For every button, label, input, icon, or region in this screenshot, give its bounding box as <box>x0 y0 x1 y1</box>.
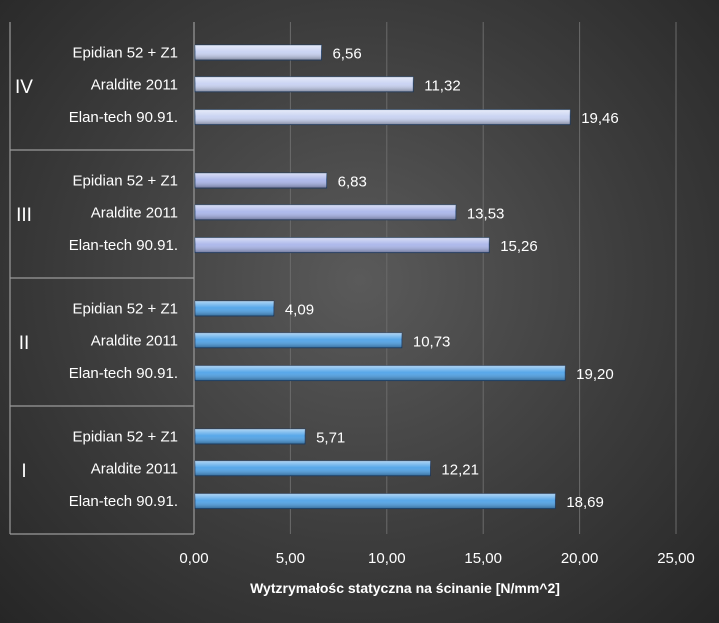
x-tick-labels: 0,00 5,00 10,00 15,00 20,00 25,00 <box>179 550 694 567</box>
bar-highlight <box>195 365 566 381</box>
gridlines <box>289 22 677 534</box>
x-tick-label: 20,00 <box>561 550 599 567</box>
group-label: II <box>19 333 30 354</box>
group-label: IV <box>15 77 33 98</box>
data-label: 10,73 <box>413 333 451 350</box>
category-label: Araldite 2011 <box>91 204 178 221</box>
data-label: 11,32 <box>424 77 460 94</box>
category-label: Epidian 52 + Z1 <box>73 301 179 318</box>
data-label: 5,71 <box>316 430 345 447</box>
labels: IV Epidian 52 + Z1 6,56 Araldite 2011 11,32 E… <box>15 45 619 512</box>
group-label: III <box>16 205 32 226</box>
data-label: 19,20 <box>576 366 614 383</box>
category-label: Araldite 2011 <box>91 460 178 477</box>
category-label: Araldite 2011 <box>91 332 178 349</box>
data-label: 18,69 <box>566 494 604 511</box>
bars <box>194 44 571 510</box>
x-tick-label: 25,00 <box>657 550 695 567</box>
data-label: 19,46 <box>581 110 619 127</box>
bar-highlight <box>195 109 571 125</box>
data-label: 6,56 <box>332 46 361 63</box>
category-label: Epidian 52 + Z1 <box>73 173 179 190</box>
bar-highlight <box>195 493 556 509</box>
category-label: Araldite 2011 <box>91 76 178 93</box>
bar-highlight <box>195 237 490 253</box>
data-label: 4,09 <box>285 302 314 319</box>
data-label: 12,21 <box>441 461 479 478</box>
data-label: 13,53 <box>467 205 505 222</box>
bar-highlight <box>195 204 456 220</box>
category-axis <box>9 22 195 535</box>
x-tick-label: 10,00 <box>368 550 406 567</box>
bar-highlight <box>195 76 414 92</box>
bar-highlight <box>195 301 274 317</box>
bar-highlight <box>195 429 306 445</box>
data-label: 15,26 <box>500 238 538 255</box>
x-tick-label: 5,00 <box>276 550 305 567</box>
category-label: Epidian 52 + Z1 <box>73 45 179 62</box>
bar-highlight <box>195 45 322 61</box>
category-label: Elan-tech 90.91. <box>69 237 178 254</box>
bar-highlight <box>195 173 327 189</box>
data-label: 6,83 <box>338 174 367 191</box>
category-label: Elan-tech 90.91. <box>69 365 178 382</box>
group-label: I <box>21 461 26 482</box>
category-label: Elan-tech 90.91. <box>69 493 178 510</box>
x-tick-label: 15,00 <box>464 550 502 567</box>
bar-highlight <box>195 332 402 348</box>
x-axis-title: Wytzrymałośc statyczna na ścinanie [N/mm… <box>250 580 560 596</box>
category-label: Epidian 52 + Z1 <box>73 429 179 446</box>
category-label: Elan-tech 90.91. <box>69 109 178 126</box>
bar-highlight <box>195 460 431 476</box>
x-tick-label: 0,00 <box>179 550 208 567</box>
